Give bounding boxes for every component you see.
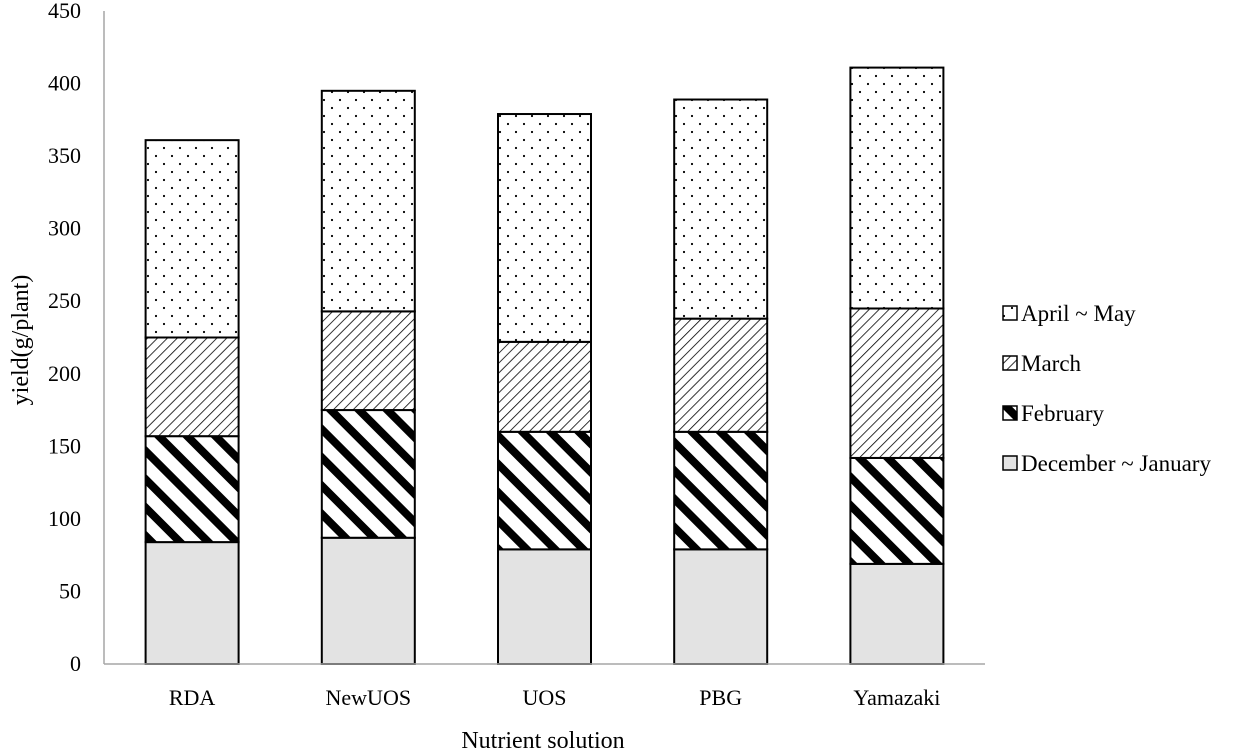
bar-newuos-december-january [320,536,416,666]
y-tick-label: 50 [59,578,81,603]
y-axis-title: yield(g/plant) [8,275,34,406]
bar-uos-april-may [497,113,592,343]
y-tick-label: 450 [48,0,81,23]
bar-pbg-march [673,317,769,433]
legend-label-february: February [1021,401,1105,426]
bar-yamazaki-april-may [849,66,945,310]
y-axis: 0 50 100 150 200 250 300 350 400 450 [48,0,105,676]
x-tick-label: Yamazaki [853,685,940,710]
bar-newuos-february [320,409,416,539]
bar-rda-march [144,336,240,438]
x-axis: RDA NewUOS UOS PBG Yamazaki [104,663,985,710]
bar-pbg-december-january [673,548,769,666]
bar-yamazaki-december-january [849,562,945,666]
legend-label-april-may: April ~ May [1021,301,1136,326]
x-tick-label: NewUOS [326,685,412,710]
y-tick-label: 400 [48,71,81,96]
x-tick-label: PBG [699,685,742,710]
bars [144,66,945,666]
bar-yamazaki-march [849,307,945,459]
legend-swatch-december-january [1002,455,1018,471]
bar-rda-april-may [144,139,240,339]
legend-swatch-february [1002,405,1018,421]
bar-yamazaki-february [849,456,945,565]
bar-uos-february [497,430,592,551]
legend-swatch-march [1002,355,1018,371]
bar-pbg-april-may [673,98,769,320]
bar-newuos-april-may [320,89,416,313]
y-tick-label: 100 [48,506,81,531]
legend: April ~ May March February December ~ Janua… [1002,301,1211,476]
bar-rda-december-january [144,541,240,666]
y-tick-label: 250 [48,288,81,313]
y-tick-label: 200 [48,361,81,386]
legend-label-march: March [1021,351,1082,376]
x-tick-label: RDA [169,685,216,710]
bar-rda-february [144,435,240,544]
bar-uos-december-january [497,548,592,666]
y-tick-label: 350 [48,143,81,168]
legend-swatch-april-may [1002,305,1018,321]
x-axis-title: Nutrient solution [461,728,624,751]
bar-uos-march [497,340,592,433]
y-tick-label: 150 [48,433,81,458]
y-tick-label: 0 [70,651,81,676]
bar-pbg-february [673,430,769,551]
x-tick-label: UOS [522,685,566,710]
legend-label-december-january: December ~ January [1021,451,1211,476]
y-tick-label: 300 [48,216,81,241]
bar-newuos-march [320,310,416,412]
